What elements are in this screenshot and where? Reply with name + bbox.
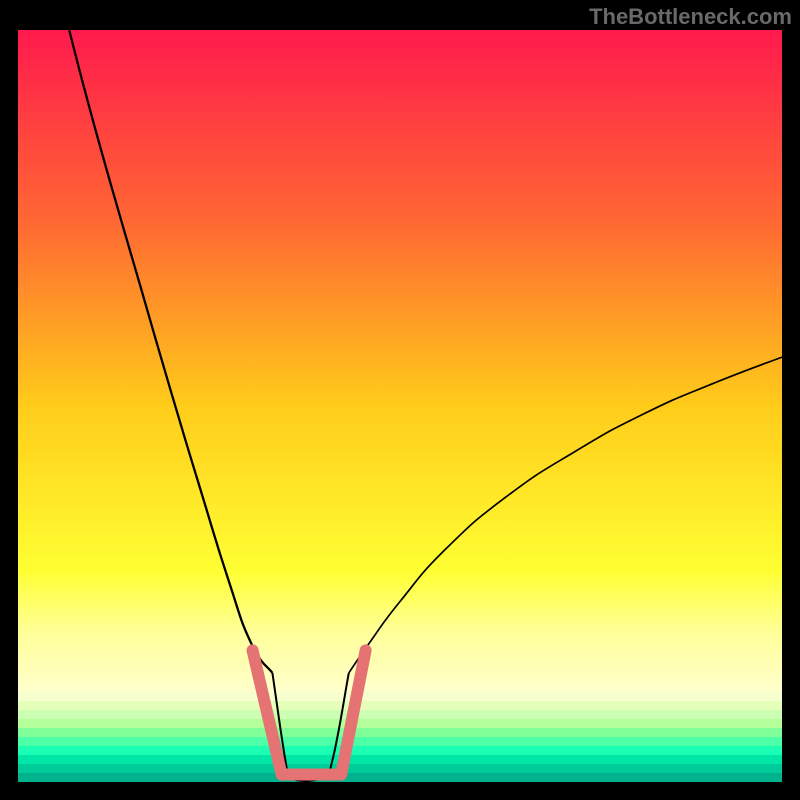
bottleneck-chart — [18, 30, 782, 782]
watermark-text: TheBottleneck.com — [589, 4, 792, 30]
chart-background — [18, 30, 782, 782]
